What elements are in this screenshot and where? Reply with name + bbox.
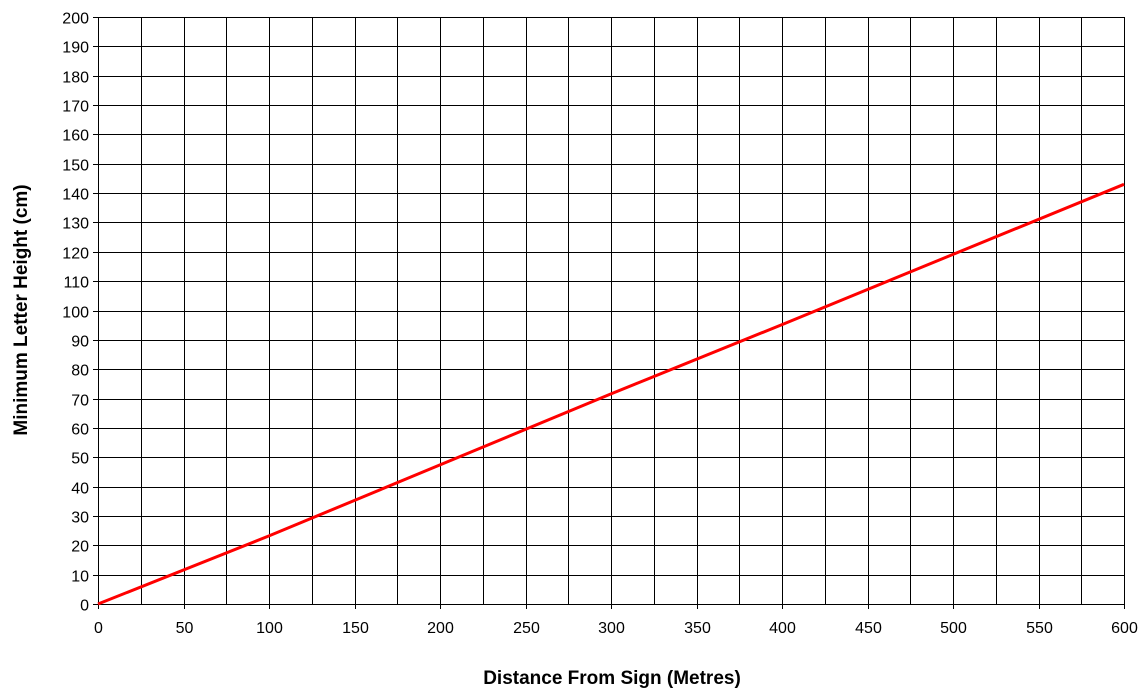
- x-tick-label: 150: [342, 620, 369, 637]
- x-tick-label: 100: [256, 620, 283, 637]
- y-tick-label: 190: [62, 40, 89, 57]
- y-tick-label: 110: [63, 275, 89, 292]
- x-tick-label: 350: [684, 620, 711, 637]
- y-tick-label: 130: [62, 216, 89, 233]
- x-tick-label: 0: [94, 620, 103, 637]
- y-tick-label: 120: [62, 246, 89, 263]
- series: [97, 182, 1125, 606]
- y-tick-label: 30: [71, 510, 89, 527]
- y-tick-label: 160: [62, 128, 89, 145]
- y-tick-label: 90: [71, 334, 89, 351]
- y-tick-label: 140: [62, 187, 89, 204]
- y-axis-title: Minimum Letter Height (cm): [11, 184, 32, 435]
- y-tick-label: 100: [62, 305, 89, 322]
- x-tick-label: 400: [769, 620, 796, 637]
- x-tick-label: 200: [427, 620, 454, 637]
- y-tick-label: 150: [62, 158, 89, 175]
- tick-labels: 0 10 20 30 40 50 60 70 80 90 100 110 120 130 140 150 160…: [62, 11, 1138, 638]
- y-tick-label: 50: [71, 451, 89, 468]
- series-line: [97, 182, 1125, 606]
- y-tick-label: 200: [62, 11, 89, 28]
- x-tick-label: 600: [1111, 620, 1138, 637]
- x-tick-label: 450: [855, 620, 882, 637]
- x-axis-title: Distance From Sign (Metres): [483, 668, 741, 689]
- y-tick-label: 10: [71, 569, 89, 586]
- y-tick-label: 20: [71, 539, 89, 556]
- x-tick-label: 500: [940, 620, 967, 637]
- x-tick-label: 550: [1026, 620, 1053, 637]
- axes: [93, 17, 1125, 609]
- x-tick-label: 50: [176, 620, 194, 637]
- y-tick-label: 70: [71, 393, 89, 410]
- grid: [98, 17, 1125, 605]
- x-tick-label: 300: [598, 620, 625, 637]
- y-tick-label: 170: [62, 99, 89, 116]
- y-tick-label: 40: [71, 481, 89, 498]
- y-tick-label: 60: [71, 422, 89, 439]
- x-tick-label: 250: [513, 620, 540, 637]
- y-tick-label: 80: [71, 363, 89, 380]
- y-tick-label: 180: [62, 70, 89, 87]
- y-tick-label: 0: [80, 598, 89, 615]
